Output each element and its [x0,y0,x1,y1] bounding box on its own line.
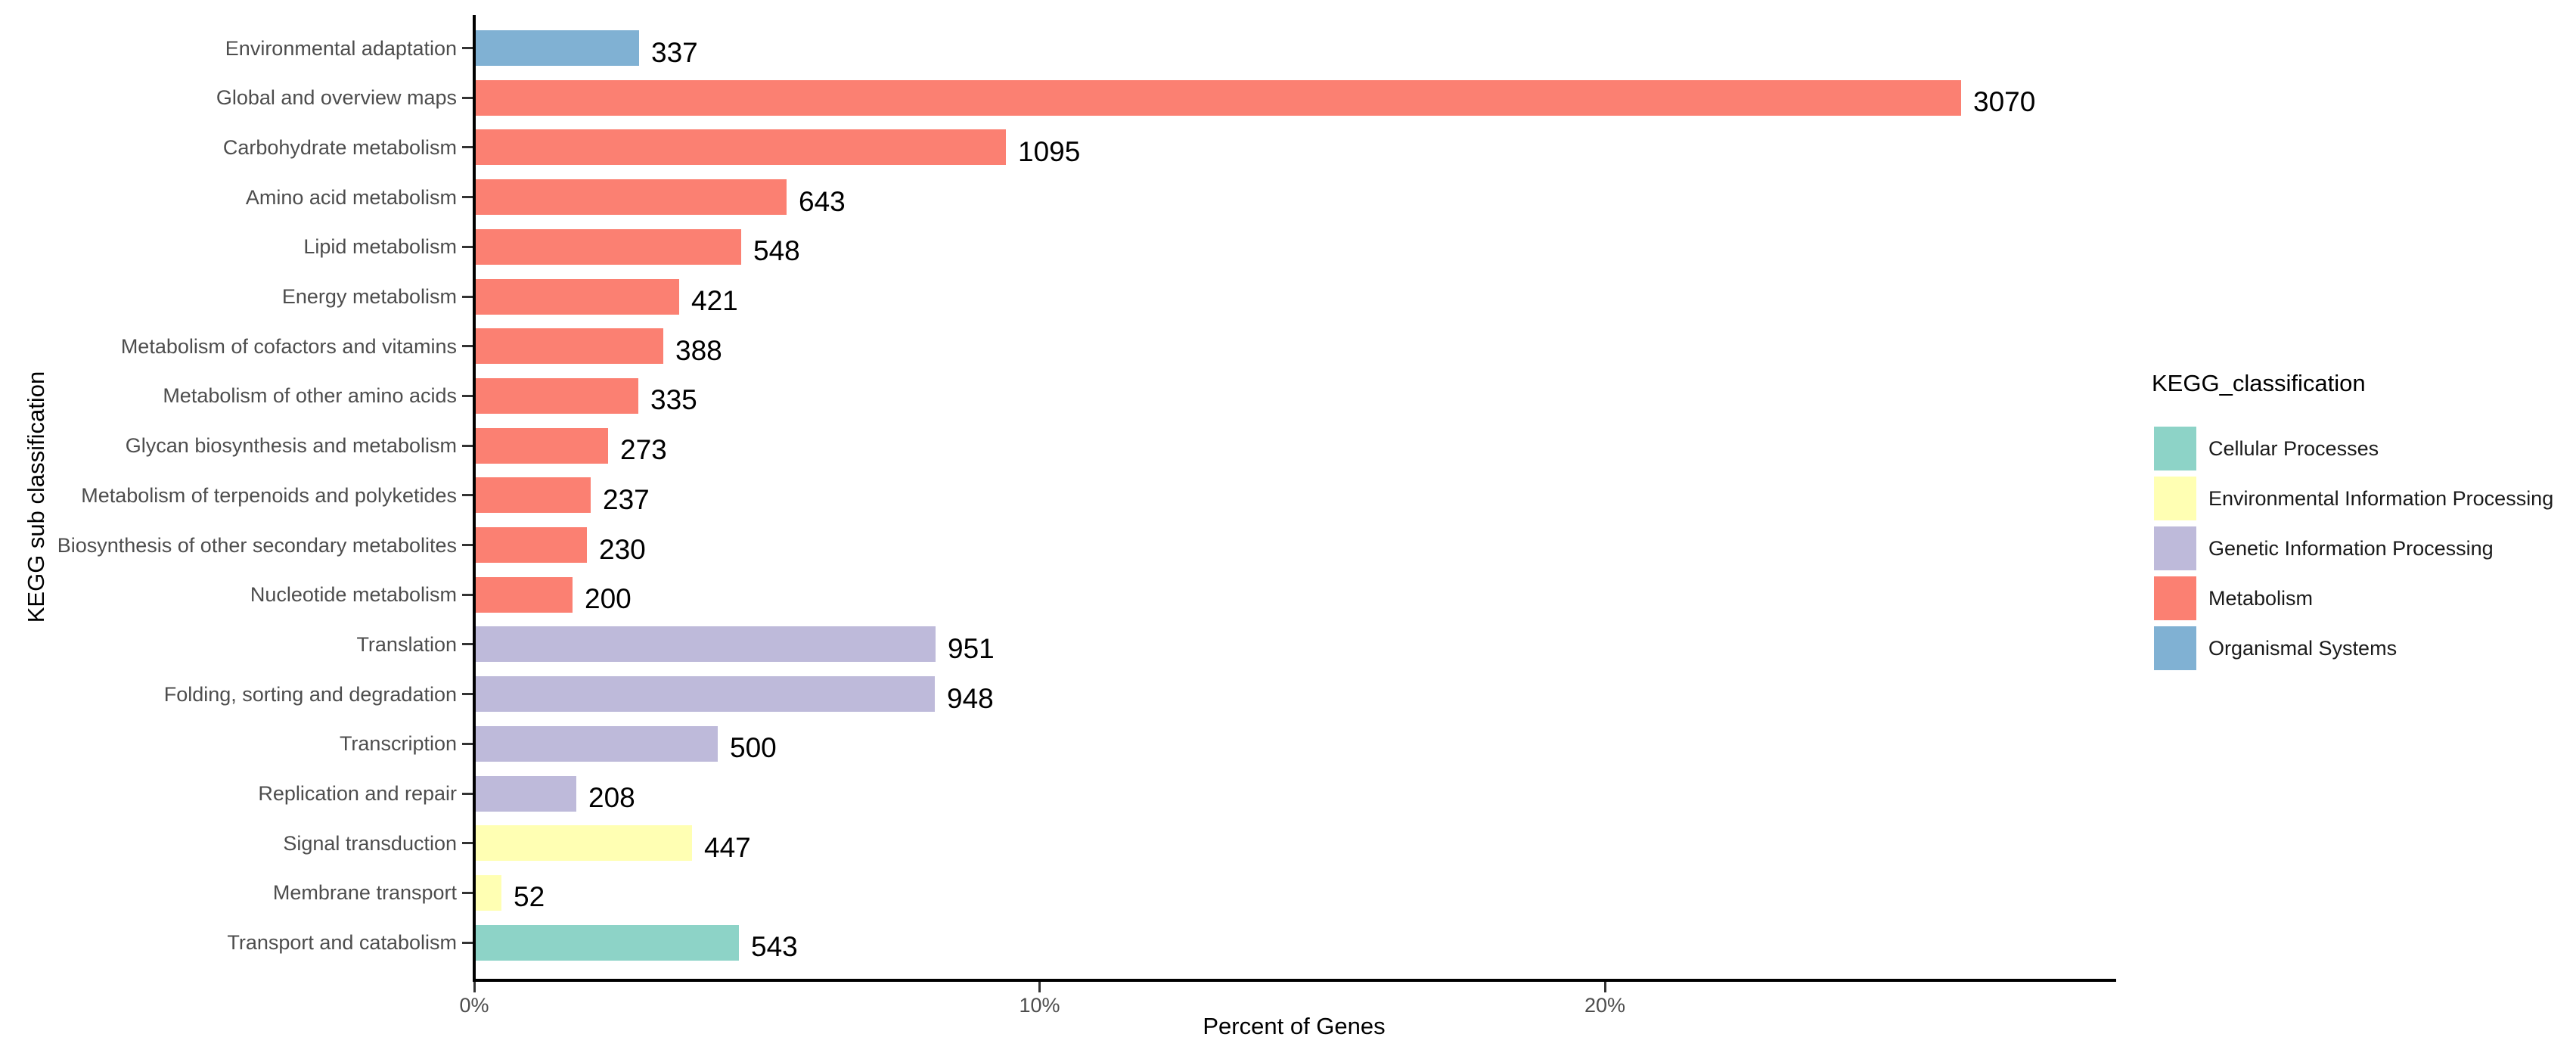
y-axis-tick [462,196,473,199]
bar [476,825,692,862]
bar [476,775,576,812]
y-axis-tick [462,941,473,944]
bar-value-label: 230 [599,533,646,565]
bar-value-label: 643 [799,185,846,217]
category-label: Transport and catabolism [227,931,457,955]
bar [476,527,587,563]
bar-value-label: 208 [588,782,635,813]
x-axis-tick-label: 20% [1584,994,1626,1017]
bar-value-label: 335 [650,384,697,416]
legend-item-label: Metabolism [2208,587,2314,610]
y-axis-tick [462,544,473,546]
bar-value-label: 500 [730,732,777,764]
y-axis-tick [462,693,473,696]
bar-value-label: 237 [603,483,650,515]
bar [476,676,935,713]
bar-value-label: 421 [691,285,738,316]
legend-item-label: Organismal Systems [2208,637,2398,660]
y-axis-tick [462,593,473,596]
x-axis-tick-label: 10% [1019,994,1060,1017]
y-axis-tick [462,295,473,298]
y-axis-tick [462,891,473,894]
category-label: Nucleotide metabolism [250,583,457,607]
x-axis-line [473,979,2116,982]
y-axis-tick [462,444,473,447]
legend-item-label: Cellular Processes [2208,437,2379,460]
category-label: Glycan biosynthesis and metabolism [125,434,457,458]
bar-value-label: 543 [751,931,798,963]
category-label: Transcription [339,732,457,756]
bar [476,477,591,514]
legend-key-swatch [2154,427,2196,470]
legend-key-swatch [2154,576,2196,620]
bar-value-label: 951 [948,632,995,664]
category-label: Amino acid metabolism [245,185,457,209]
bar-value-label: 200 [585,583,632,615]
bar [476,79,1961,116]
category-label: Biosynthesis of other secondary metaboli… [57,533,457,557]
y-axis-tick [462,494,473,497]
category-label: Environmental adaptation [225,36,457,60]
bar [476,30,639,66]
bar-value-label: 388 [675,334,722,366]
y-axis-tick [462,96,473,99]
bar-value-label: 1095 [1018,135,1081,167]
bar-value-label: 3070 [1973,86,2036,118]
category-label: Signal transduction [283,831,457,855]
legend-title: KEGG_classification [2152,370,2366,396]
category-label: Folding, sorting and degradation [163,682,457,706]
category-label: Translation [356,632,457,656]
bar [476,179,787,216]
category-label: Carbohydrate metabolism [222,135,457,159]
bar [476,924,739,961]
x-axis-tick [473,982,476,992]
category-label: Metabolism of cofactors and vitamins [120,334,457,358]
category-label: Membrane transport [272,881,457,905]
bar-value-label: 337 [651,36,698,68]
y-axis-tick [462,842,473,845]
category-label: Lipid metabolism [303,235,457,259]
bar-value-label: 52 [514,881,545,913]
y-axis-tick [462,345,473,348]
legend-item-label: Environmental Information Processing [2208,487,2554,510]
bar [476,427,608,464]
bar [476,278,679,315]
x-axis-tick [1603,982,1606,992]
y-axis-line [473,15,476,982]
legend-key-swatch [2154,477,2196,520]
category-label: Metabolism of other amino acids [163,384,457,408]
bar-value-label: 548 [753,235,800,267]
bar [476,228,741,265]
bar [476,129,1006,166]
bar [476,576,573,613]
category-label: Global and overview maps [216,86,457,110]
y-axis-tick [462,47,473,49]
y-axis-tick [462,394,473,397]
bar [476,626,936,663]
bar [476,328,663,365]
bar-value-label: 447 [704,831,751,863]
x-axis-tick-label: 0% [459,994,489,1017]
y-axis-tick [462,146,473,149]
y-axis-tick [462,792,473,795]
category-label: Replication and repair [258,782,457,805]
category-label: Energy metabolism [281,285,457,308]
category-label: Metabolism of terpenoids and polyketides [81,483,457,507]
x-axis-tick [1038,982,1041,992]
bar [476,874,501,911]
y-axis-tick [462,742,473,745]
legend-key-swatch [2154,626,2196,670]
bar [476,725,718,762]
y-axis-tick [462,643,473,646]
bar-value-label: 948 [947,682,994,714]
bar-value-label: 273 [620,434,667,466]
legend-key-swatch [2154,526,2196,570]
legend-item-label: Genetic Information Processing [2208,537,2494,560]
x-axis-title: Percent of Genes [1203,1013,1386,1039]
bar [476,377,638,414]
y-axis-tick [462,245,473,248]
